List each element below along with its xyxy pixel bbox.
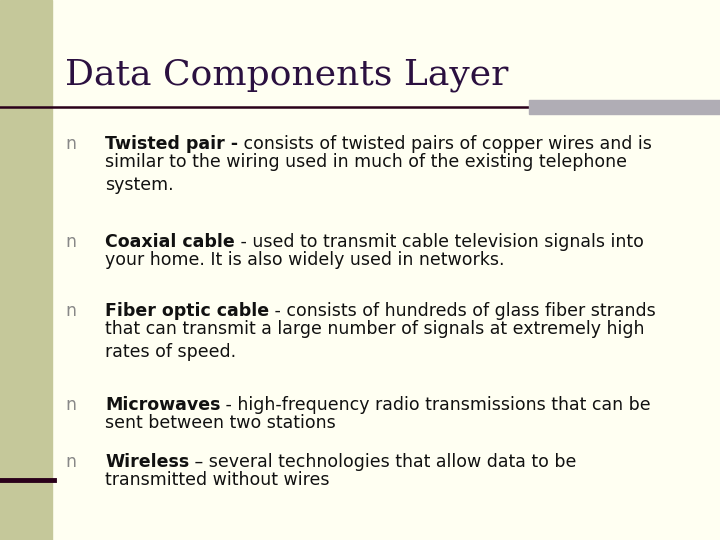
Text: n: n xyxy=(65,302,76,320)
Text: - used to transmit cable television signals into: - used to transmit cable television sign… xyxy=(235,233,644,251)
Text: n: n xyxy=(65,233,76,251)
Text: transmitted without wires: transmitted without wires xyxy=(105,471,330,489)
Text: Twisted pair -: Twisted pair - xyxy=(105,135,238,153)
Text: consists of twisted pairs of copper wires and is: consists of twisted pairs of copper wire… xyxy=(238,135,652,153)
Text: that can transmit a large number of signals at extremely high
rates of speed.: that can transmit a large number of sign… xyxy=(105,320,644,361)
Text: - consists of hundreds of glass fiber strands: - consists of hundreds of glass fiber st… xyxy=(269,302,656,320)
Text: n: n xyxy=(65,453,76,471)
Text: Data Components Layer: Data Components Layer xyxy=(65,58,508,92)
Text: Fiber optic cable: Fiber optic cable xyxy=(105,302,269,320)
Text: your home. It is also widely used in networks.: your home. It is also widely used in net… xyxy=(105,251,505,269)
Text: – several technologies that allow data to be: – several technologies that allow data t… xyxy=(189,453,577,471)
Text: sent between two stations: sent between two stations xyxy=(105,414,336,432)
Text: Coaxial cable: Coaxial cable xyxy=(105,233,235,251)
Text: - high-frequency radio transmissions that can be: - high-frequency radio transmissions tha… xyxy=(220,396,651,414)
Bar xyxy=(0,0,52,540)
Text: Wireless: Wireless xyxy=(105,453,189,471)
Bar xyxy=(529,100,720,114)
Text: similar to the wiring used in much of the existing telephone
system.: similar to the wiring used in much of th… xyxy=(105,153,627,194)
Text: n: n xyxy=(65,135,76,153)
Text: n: n xyxy=(65,396,76,414)
Text: Microwaves: Microwaves xyxy=(105,396,220,414)
